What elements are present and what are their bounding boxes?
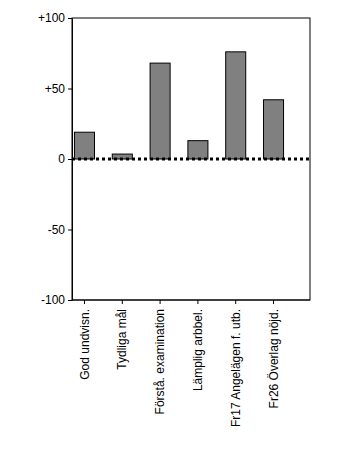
bar xyxy=(74,132,94,159)
x-tick-label: Tydliga mål xyxy=(115,309,129,370)
y-axis: -100 -50 0 +50 +100 xyxy=(38,11,73,307)
x-tick: Fr17 Angelägen f. utb. xyxy=(229,300,243,427)
plot-frame xyxy=(72,18,310,300)
x-tick: Tydliga mål xyxy=(115,300,129,370)
y-tick-mark xyxy=(68,300,72,301)
x-tick: Förstå. examination xyxy=(153,300,167,414)
x-tick-mark xyxy=(160,300,161,304)
x-tick-mark xyxy=(235,300,236,304)
y-tick: +50 xyxy=(45,82,72,96)
x-tick-mark xyxy=(273,300,274,304)
x-tick: Lämplig arbbel. xyxy=(191,300,205,391)
bar xyxy=(264,100,284,159)
bars xyxy=(74,52,283,159)
x-tick: Fr26 Överlag nöjd. xyxy=(267,300,281,408)
bar xyxy=(188,141,208,159)
y-tick: +100 xyxy=(38,11,72,25)
y-tick-mark xyxy=(68,230,72,231)
y-tick-label: -50 xyxy=(48,223,66,237)
y-tick-label: +100 xyxy=(38,11,65,25)
y-axis-line xyxy=(72,19,73,301)
y-tick-label: 0 xyxy=(58,152,65,166)
x-tick-mark xyxy=(197,300,198,304)
x-tick-label: Förstå. examination xyxy=(153,309,167,414)
y-tick: -100 xyxy=(41,293,72,307)
x-tick-label: Lämplig arbbel. xyxy=(191,309,205,391)
y-tick: 0 xyxy=(58,152,72,166)
bar xyxy=(226,52,246,159)
y-tick-mark xyxy=(68,89,72,90)
x-tick-label: Fr17 Angelägen f. utb. xyxy=(229,309,243,427)
zero-line xyxy=(72,158,310,161)
x-tick-label: Fr26 Överlag nöjd. xyxy=(267,309,281,408)
chart: -100 -50 0 +50 +100 God undvisn. Tydliga mål Fö… xyxy=(0,0,354,472)
x-axis: God undvisn. Tydliga mål Förstå. examinati… xyxy=(72,300,310,427)
bar xyxy=(150,63,170,159)
y-tick: -50 xyxy=(48,223,72,237)
y-tick-mark xyxy=(68,18,72,19)
y-tick-mark xyxy=(68,159,72,160)
x-tick-mark xyxy=(84,300,85,304)
y-tick-label: +50 xyxy=(45,82,66,96)
x-tick-label: God undvisn. xyxy=(78,309,92,380)
x-tick: God undvisn. xyxy=(78,300,92,380)
x-axis-line xyxy=(72,300,310,301)
x-tick-mark xyxy=(122,300,123,304)
y-tick-label: -100 xyxy=(41,293,65,307)
